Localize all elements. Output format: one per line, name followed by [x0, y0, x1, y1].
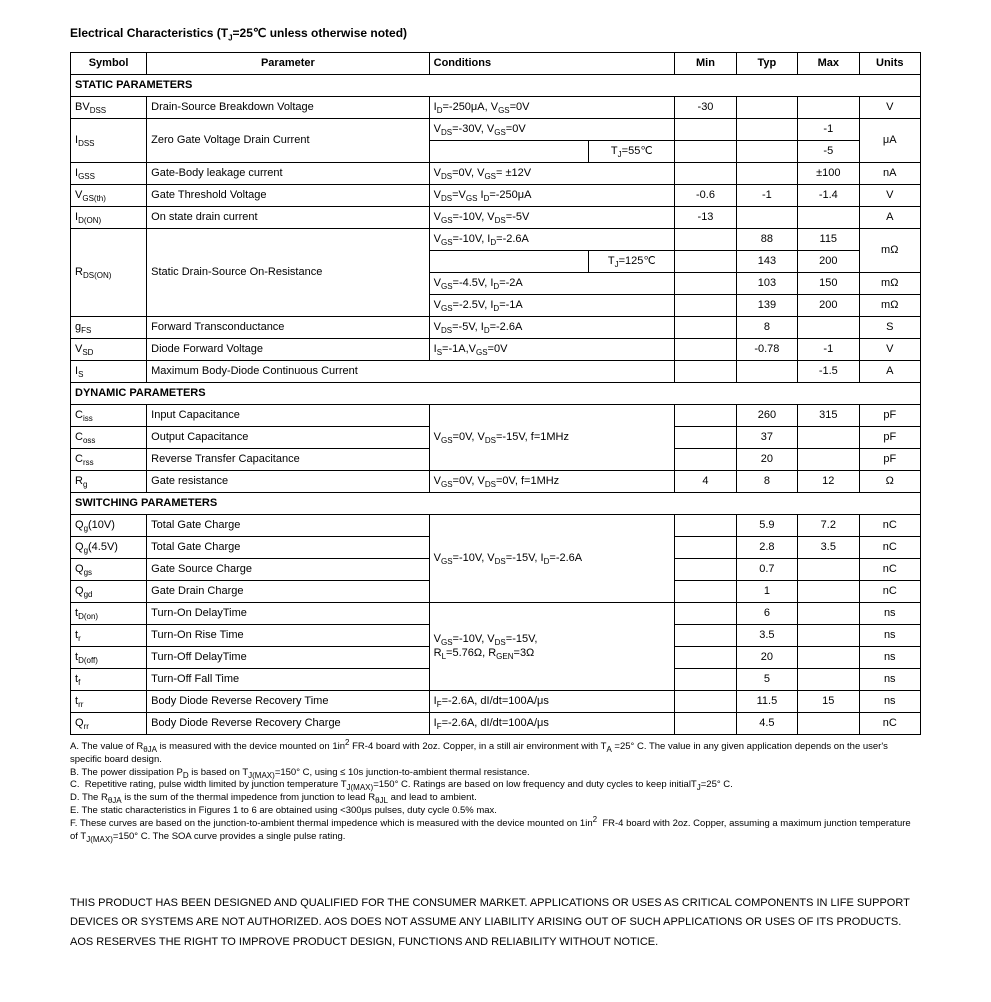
section-switching: SWITCHING PARAMETERS	[71, 493, 921, 515]
notes-block: A. The value of RθJA is measured with th…	[70, 741, 921, 844]
electrical-characteristics-table: Symbol Parameter Conditions Min Typ Max …	[70, 52, 921, 735]
row-qg10: Qg(10V) Total Gate Charge VGS=-10V, VDS=…	[71, 515, 921, 537]
row-bvdss: BVDSS Drain-Source Breakdown Voltage ID=…	[71, 97, 921, 119]
row-gfs: gFS Forward Transconductance VDS=-5V, ID…	[71, 317, 921, 339]
disclaimer-text: THIS PRODUCT HAS BEEN DESIGNED AND QUALI…	[70, 894, 921, 953]
header-row: Symbol Parameter Conditions Min Typ Max …	[71, 53, 921, 75]
row-vgsth: VGS(th) Gate Threshold Voltage VDS=VGS I…	[71, 185, 921, 207]
row-igss: IGSS Gate-Body leakage current VDS=0V, V…	[71, 163, 921, 185]
hdr-min: Min	[675, 53, 736, 75]
row-idon: ID(ON) On state drain current VGS=-10V, …	[71, 207, 921, 229]
hdr-symbol: Symbol	[71, 53, 147, 75]
row-trr: trr Body Diode Reverse Recovery Time IF=…	[71, 691, 921, 713]
page-title: Electrical Characteristics (TJ=25℃ unles…	[70, 26, 921, 40]
row-idss-1: IDSS Zero Gate Voltage Drain Current VDS…	[71, 119, 921, 141]
section-static: STATIC PARAMETERS	[71, 75, 921, 97]
row-rdson-1: RDS(ON) Static Drain-Source On-Resistanc…	[71, 229, 921, 251]
hdr-max: Max	[798, 53, 859, 75]
hdr-units: Units	[859, 53, 921, 75]
row-is: IS Maximum Body-Diode Continuous Current…	[71, 361, 921, 383]
hdr-conditions: Conditions	[429, 53, 675, 75]
section-dynamic: DYNAMIC PARAMETERS	[71, 383, 921, 405]
row-rg: Rg Gate resistance VGS=0V, VDS=0V, f=1MH…	[71, 471, 921, 493]
row-ciss: Ciss Input Capacitance VGS=0V, VDS=-15V,…	[71, 405, 921, 427]
row-qrr: Qrr Body Diode Reverse Recovery Charge I…	[71, 713, 921, 735]
row-tdon: tD(on) Turn-On DelayTime VGS=-10V, VDS=-…	[71, 603, 921, 625]
hdr-typ: Typ	[736, 53, 797, 75]
hdr-parameter: Parameter	[147, 53, 430, 75]
row-vsd: VSD Diode Forward Voltage IS=-1A,VGS=0V …	[71, 339, 921, 361]
